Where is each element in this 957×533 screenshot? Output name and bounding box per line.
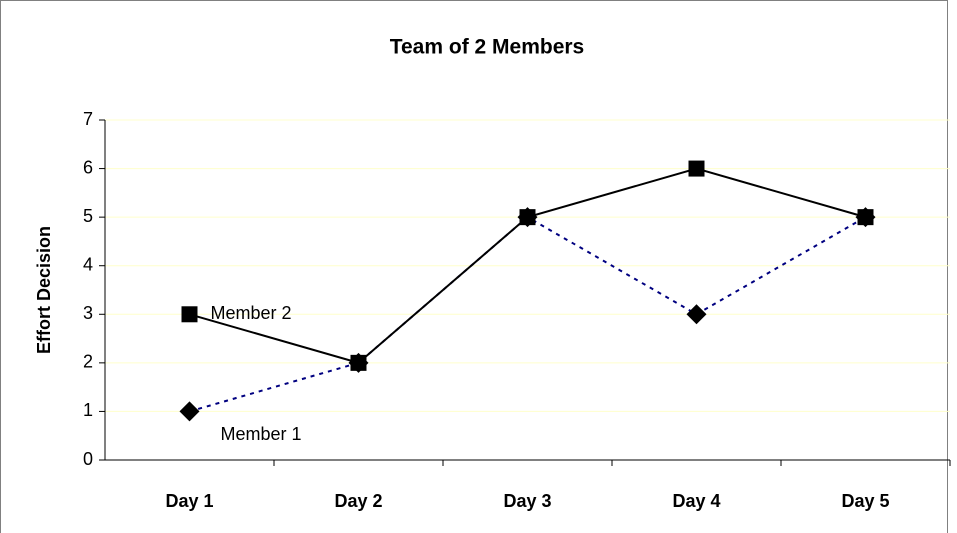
chart-title: Team of 2 Members: [390, 36, 585, 59]
marker: [688, 160, 705, 177]
y-tick-label: 6: [83, 157, 93, 177]
y-tick-label: 7: [83, 109, 93, 129]
y-tick-label: 1: [83, 400, 93, 420]
marker: [179, 401, 200, 422]
marker: [857, 209, 874, 226]
x-tick-label: Day 2: [334, 491, 382, 511]
y-tick-label: 2: [83, 352, 93, 372]
marker: [686, 304, 707, 325]
marker: [350, 354, 367, 371]
y-axis-label: Effort Decision: [34, 226, 54, 354]
x-tick-label: Day 4: [672, 491, 720, 511]
y-tick-label: 4: [83, 254, 93, 274]
x-tick-label: Day 5: [841, 491, 889, 511]
x-tick-label: Day 3: [503, 491, 551, 511]
y-tick-label: 3: [83, 303, 93, 323]
marker: [181, 306, 198, 323]
series-label: Member 1: [221, 424, 302, 444]
x-tick-label: Day 1: [165, 491, 213, 511]
y-tick-label: 0: [83, 449, 93, 469]
marker: [519, 209, 536, 226]
y-tick-label: 5: [83, 206, 93, 226]
series-label: Member 2: [211, 303, 292, 323]
